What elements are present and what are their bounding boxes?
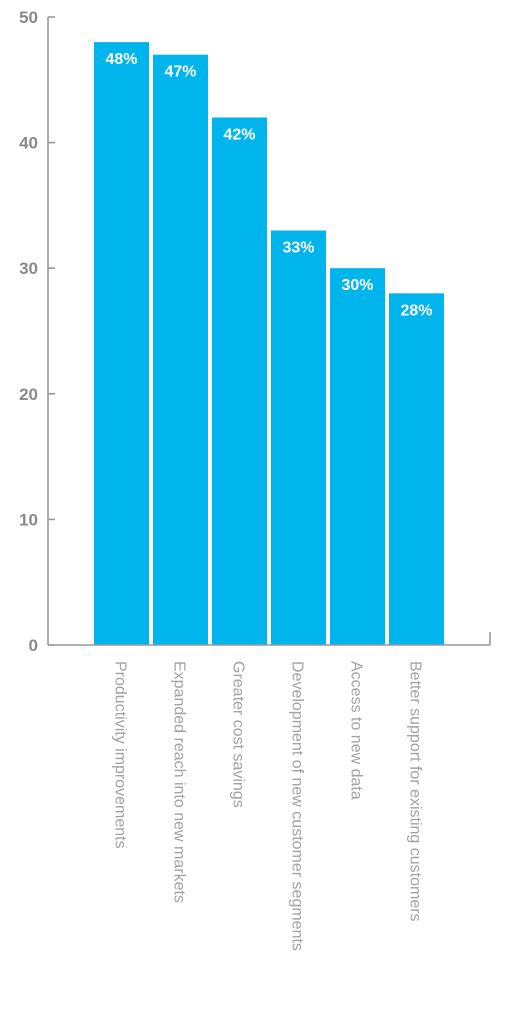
bar — [153, 54, 208, 646]
bar-value-label: 47% — [164, 64, 196, 81]
y-tick-label: 0 — [29, 636, 38, 655]
bar — [94, 42, 149, 646]
bar — [271, 230, 326, 645]
bar — [330, 268, 385, 645]
category-labels: Productivity improvements Expanded reach … — [112, 661, 424, 951]
category-label: Expanded reach into new markets — [171, 661, 188, 903]
category-label: Access to new data — [348, 661, 365, 800]
category-label: Development of new customer segments — [289, 661, 306, 951]
bar-value-label: 28% — [400, 302, 432, 319]
bar-value-label: 33% — [282, 240, 314, 257]
category-label: Productivity improvements — [112, 661, 129, 849]
bar-value-label: 42% — [223, 126, 255, 143]
y-tick-label: 30 — [19, 259, 38, 278]
bar-value-label: 30% — [341, 277, 373, 294]
y-tick-label: 20 — [19, 385, 38, 404]
x-axis — [48, 632, 491, 646]
bars: 48% 47% 42% 33% 30% 28% — [94, 42, 444, 646]
category-label: Greater cost savings — [230, 661, 247, 808]
category-label: Better support for existing customers — [407, 661, 424, 922]
y-tick-label: 10 — [19, 510, 38, 529]
y-tick-label: 50 — [19, 8, 38, 27]
y-tick-label: 40 — [19, 134, 38, 153]
y-axis: 0 10 20 30 40 50 — [19, 8, 55, 655]
bar — [212, 117, 267, 646]
bar-value-label: 48% — [105, 51, 137, 68]
bar — [389, 293, 444, 645]
